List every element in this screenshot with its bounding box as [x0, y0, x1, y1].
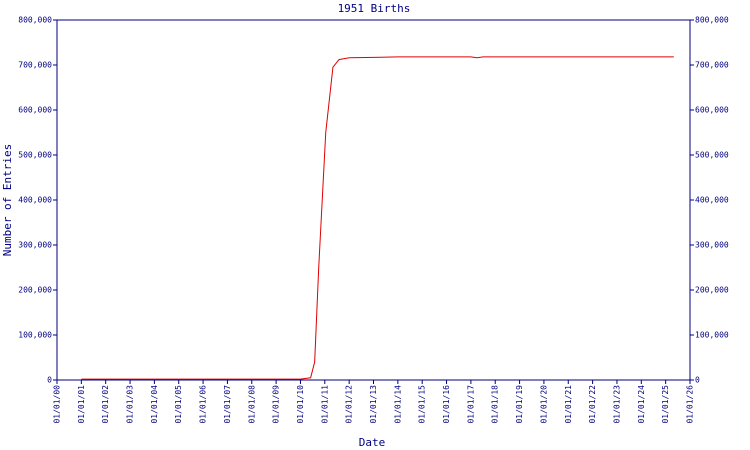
- x-tick-label: 01/01/23: [612, 385, 621, 424]
- x-tick-label: 01/01/08: [247, 385, 256, 424]
- y-tick-label: 400,000: [18, 196, 52, 205]
- y2-tick-label: 500,000: [695, 151, 729, 160]
- x-tick-label: 01/01/14: [393, 385, 402, 424]
- y2-tick-label: 800,000: [695, 16, 729, 25]
- y2-tick-label: 600,000: [695, 106, 729, 115]
- plot-frame: [56, 19, 691, 381]
- y-tick-label: 800,000: [18, 16, 52, 25]
- y-tick-label: 700,000: [18, 61, 52, 70]
- y-tick-label: 200,000: [18, 286, 52, 295]
- x-tick-label: 01/01/12: [345, 385, 354, 424]
- x-tick-label: 01/01/09: [272, 385, 281, 424]
- y-tick-label: 500,000: [18, 151, 52, 160]
- x-tick-label: 01/01/04: [150, 385, 159, 424]
- y2-tick-label: 100,000: [695, 331, 729, 340]
- x-tick-label: 01/01/18: [491, 385, 500, 424]
- x-tick-label: 01/01/07: [223, 385, 232, 424]
- x-tick-label: 01/01/13: [369, 385, 378, 424]
- x-tick-label: 01/01/16: [442, 385, 451, 424]
- y2-tick-label: 400,000: [695, 196, 729, 205]
- y2-tick-label: 300,000: [695, 241, 729, 250]
- y-tick-label: 300,000: [18, 241, 52, 250]
- x-tick-label: 01/01/21: [564, 385, 573, 424]
- x-tick-label: 01/01/00: [53, 385, 62, 424]
- x-tick-label: 01/01/22: [588, 385, 597, 424]
- chart-title: 1951 Births: [338, 2, 411, 15]
- y2-tick-label: 0: [695, 376, 700, 385]
- x-tick-label: 01/01/05: [174, 385, 183, 424]
- x-tick-label: 01/01/24: [637, 385, 646, 424]
- x-tick-label: 01/01/01: [77, 385, 86, 424]
- y2-tick-label: 200,000: [695, 286, 729, 295]
- x-tick-label: 01/01/20: [539, 385, 548, 424]
- x-tick-label: 01/01/25: [661, 385, 670, 424]
- y-tick-label: 600,000: [18, 106, 52, 115]
- x-axis-label: Date: [359, 436, 386, 449]
- y2-tick-label: 700,000: [695, 61, 729, 70]
- x-tick-label: 01/01/17: [466, 385, 475, 424]
- x-tick-label: 01/01/10: [296, 385, 305, 424]
- x-tick-label: 01/01/15: [418, 385, 427, 424]
- data-line: [81, 56, 674, 380]
- y-axis-label: Number of Entries: [1, 144, 14, 257]
- x-tick-label: 01/01/02: [101, 385, 110, 424]
- x-tick-label: 01/01/26: [686, 385, 695, 424]
- x-tick-label: 01/01/11: [320, 385, 329, 424]
- x-tick-label: 01/01/19: [515, 385, 524, 424]
- x-tick-label: 01/01/06: [199, 385, 208, 424]
- y-tick-label: 0: [47, 376, 52, 385]
- x-tick-label: 01/01/03: [126, 385, 135, 424]
- y-tick-label: 100,000: [18, 331, 52, 340]
